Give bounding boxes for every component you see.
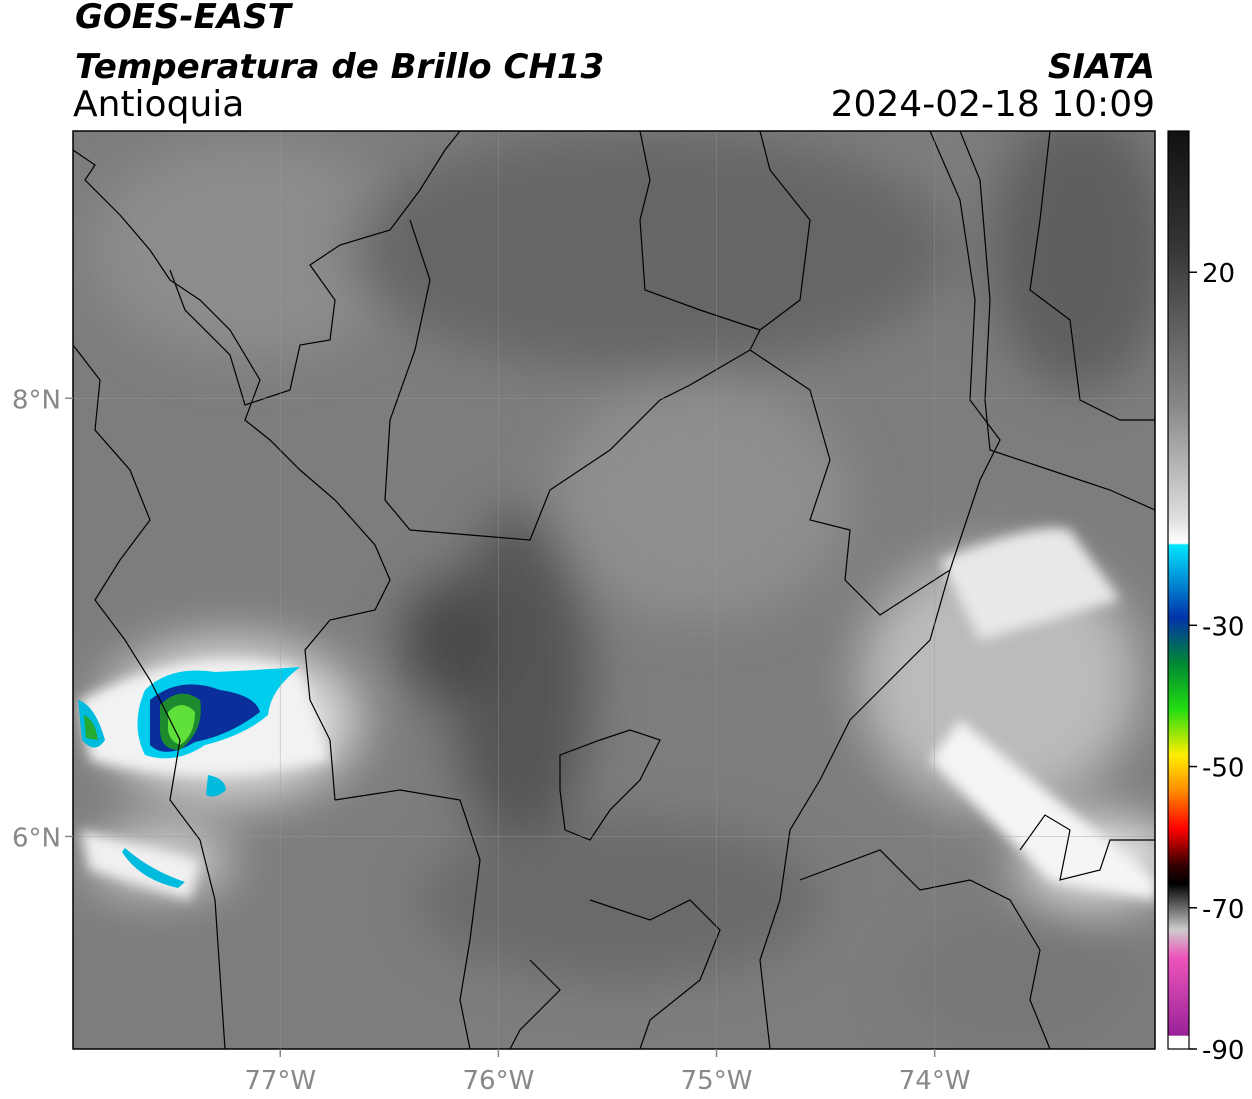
x-tick-label: 77°W [244,1066,316,1096]
colorbar [1167,130,1190,1050]
datetime-label: 2024-02-18 10:09 [831,84,1155,125]
region-label: Antioquia [73,84,244,125]
satellite-title: GOES-EAST [75,0,294,37]
boundaries [73,131,1155,1049]
colorbar-tick-label: -30 [1202,612,1244,642]
colorbar-tick-label: 20 [1202,259,1235,289]
colorbar-tick-label: -50 [1202,754,1244,784]
product-title: Temperatura de Brillo CH13 [75,47,604,87]
y-tick-label: 8°N [12,385,61,415]
source-label: SIATA [1048,47,1155,87]
satellite-image [73,131,1155,1049]
grid [73,131,1155,1049]
colorbar-tick-label: -70 [1202,895,1244,925]
colorbar-tick-label: -90 [1202,1036,1244,1066]
x-tick-label: 75°W [681,1066,753,1096]
x-tick-label: 76°W [462,1066,534,1096]
x-tick-label: 74°W [899,1066,971,1096]
map-frame [72,130,1156,1050]
y-tick-label: 6°N [12,823,61,853]
